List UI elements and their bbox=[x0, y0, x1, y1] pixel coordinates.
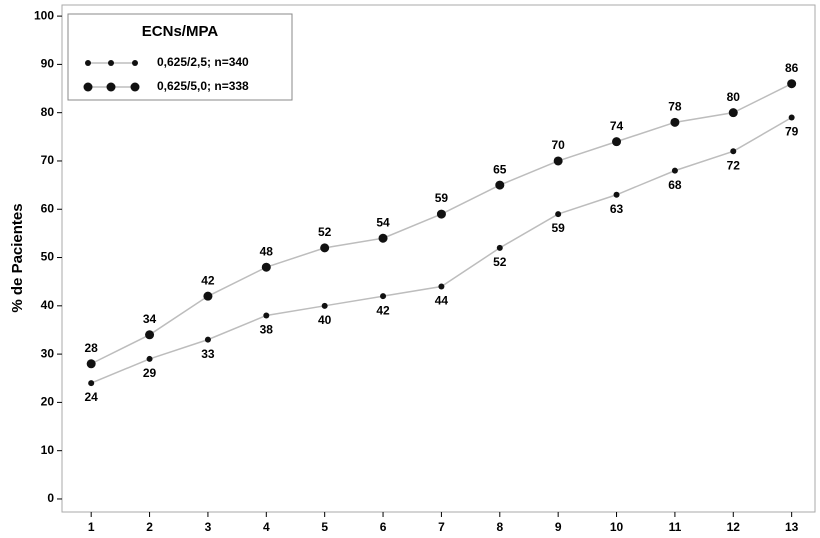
point bbox=[438, 283, 445, 290]
value-label: 44 bbox=[435, 294, 449, 308]
value-label: 72 bbox=[727, 158, 741, 172]
value-label: 33 bbox=[201, 347, 215, 361]
point bbox=[88, 380, 95, 387]
point bbox=[671, 167, 678, 174]
point bbox=[788, 114, 795, 121]
point bbox=[613, 191, 620, 198]
y-tick-label: 100 bbox=[34, 8, 54, 22]
point bbox=[495, 180, 505, 190]
point bbox=[728, 108, 738, 118]
point bbox=[203, 291, 213, 301]
legend-label: 0,625/5,0; n=338 bbox=[157, 79, 249, 93]
point bbox=[787, 79, 797, 89]
plot-frame bbox=[61, 4, 816, 513]
value-label: 38 bbox=[260, 323, 274, 337]
y-tick-label: 70 bbox=[41, 153, 55, 167]
y-tick-label: 50 bbox=[41, 250, 55, 264]
value-label: 48 bbox=[260, 244, 274, 258]
y-tick-label: 90 bbox=[41, 57, 55, 71]
point bbox=[380, 293, 387, 300]
y-tick-label: 30 bbox=[41, 346, 55, 360]
x-tick-label: 11 bbox=[669, 520, 682, 534]
value-label: 54 bbox=[376, 215, 390, 229]
x-tick-label: 13 bbox=[785, 520, 799, 534]
value-label: 80 bbox=[727, 90, 741, 104]
point bbox=[86, 359, 96, 369]
point bbox=[553, 156, 563, 166]
point bbox=[146, 355, 153, 362]
point bbox=[555, 211, 562, 218]
value-label: 52 bbox=[318, 225, 332, 239]
series-line bbox=[90, 83, 792, 365]
legend-marker bbox=[83, 82, 93, 92]
value-label: 78 bbox=[668, 100, 682, 114]
point bbox=[261, 262, 271, 272]
y-tick-label: 60 bbox=[41, 201, 55, 215]
value-label: 24 bbox=[85, 390, 99, 404]
point bbox=[496, 244, 503, 251]
legend-title: ECNs/MPA bbox=[142, 23, 219, 40]
legend-label: 0,625/2,5; n=340 bbox=[157, 55, 249, 69]
legend-marker bbox=[132, 60, 138, 66]
legend-marker bbox=[130, 82, 140, 92]
x-tick-label: 1 bbox=[88, 520, 95, 534]
y-tick-label: 20 bbox=[41, 395, 55, 409]
x-tick-label: 5 bbox=[321, 520, 328, 534]
value-label: 28 bbox=[85, 341, 99, 355]
value-label: 65 bbox=[493, 162, 507, 176]
value-label: 29 bbox=[143, 366, 157, 380]
x-tick-label: 4 bbox=[263, 520, 270, 534]
value-label: 40 bbox=[318, 313, 332, 327]
value-label: 34 bbox=[143, 312, 157, 326]
value-label: 70 bbox=[551, 138, 565, 152]
x-tick-label: 9 bbox=[555, 520, 562, 534]
value-label: 86 bbox=[785, 61, 799, 75]
value-label: 52 bbox=[493, 255, 507, 269]
point bbox=[670, 117, 680, 127]
value-label: 74 bbox=[610, 119, 624, 133]
x-tick-label: 2 bbox=[146, 520, 153, 534]
y-tick-label: 40 bbox=[41, 298, 55, 312]
legend-marker bbox=[108, 60, 114, 66]
point bbox=[204, 336, 211, 343]
point bbox=[321, 302, 328, 309]
value-label: 42 bbox=[376, 303, 390, 317]
legend-box bbox=[67, 13, 293, 101]
y-axis-label: % de Pacientes bbox=[9, 203, 26, 312]
y-tick-label: 10 bbox=[41, 443, 55, 457]
point bbox=[612, 137, 622, 147]
x-tick-label: 6 bbox=[380, 520, 387, 534]
value-label: 59 bbox=[551, 221, 565, 235]
x-tick-label: 3 bbox=[205, 520, 212, 534]
legend-marker bbox=[85, 60, 91, 66]
value-label: 63 bbox=[610, 202, 624, 216]
point bbox=[378, 233, 388, 243]
series-line bbox=[90, 116, 793, 384]
point bbox=[263, 312, 270, 319]
y-tick-label: 0 bbox=[47, 491, 54, 505]
y-tick-label: 80 bbox=[41, 105, 55, 119]
x-tick-label: 8 bbox=[496, 520, 503, 534]
point bbox=[145, 330, 155, 340]
x-tick-label: 7 bbox=[438, 520, 445, 534]
value-label: 59 bbox=[435, 191, 449, 205]
legend-marker bbox=[106, 82, 116, 92]
point bbox=[436, 209, 446, 219]
value-label: 68 bbox=[668, 178, 682, 192]
x-tick-label: 12 bbox=[727, 520, 741, 534]
value-label: 79 bbox=[785, 125, 799, 139]
point bbox=[320, 243, 330, 253]
value-label: 42 bbox=[201, 273, 215, 287]
point bbox=[730, 148, 737, 155]
x-tick-label: 10 bbox=[610, 520, 624, 534]
